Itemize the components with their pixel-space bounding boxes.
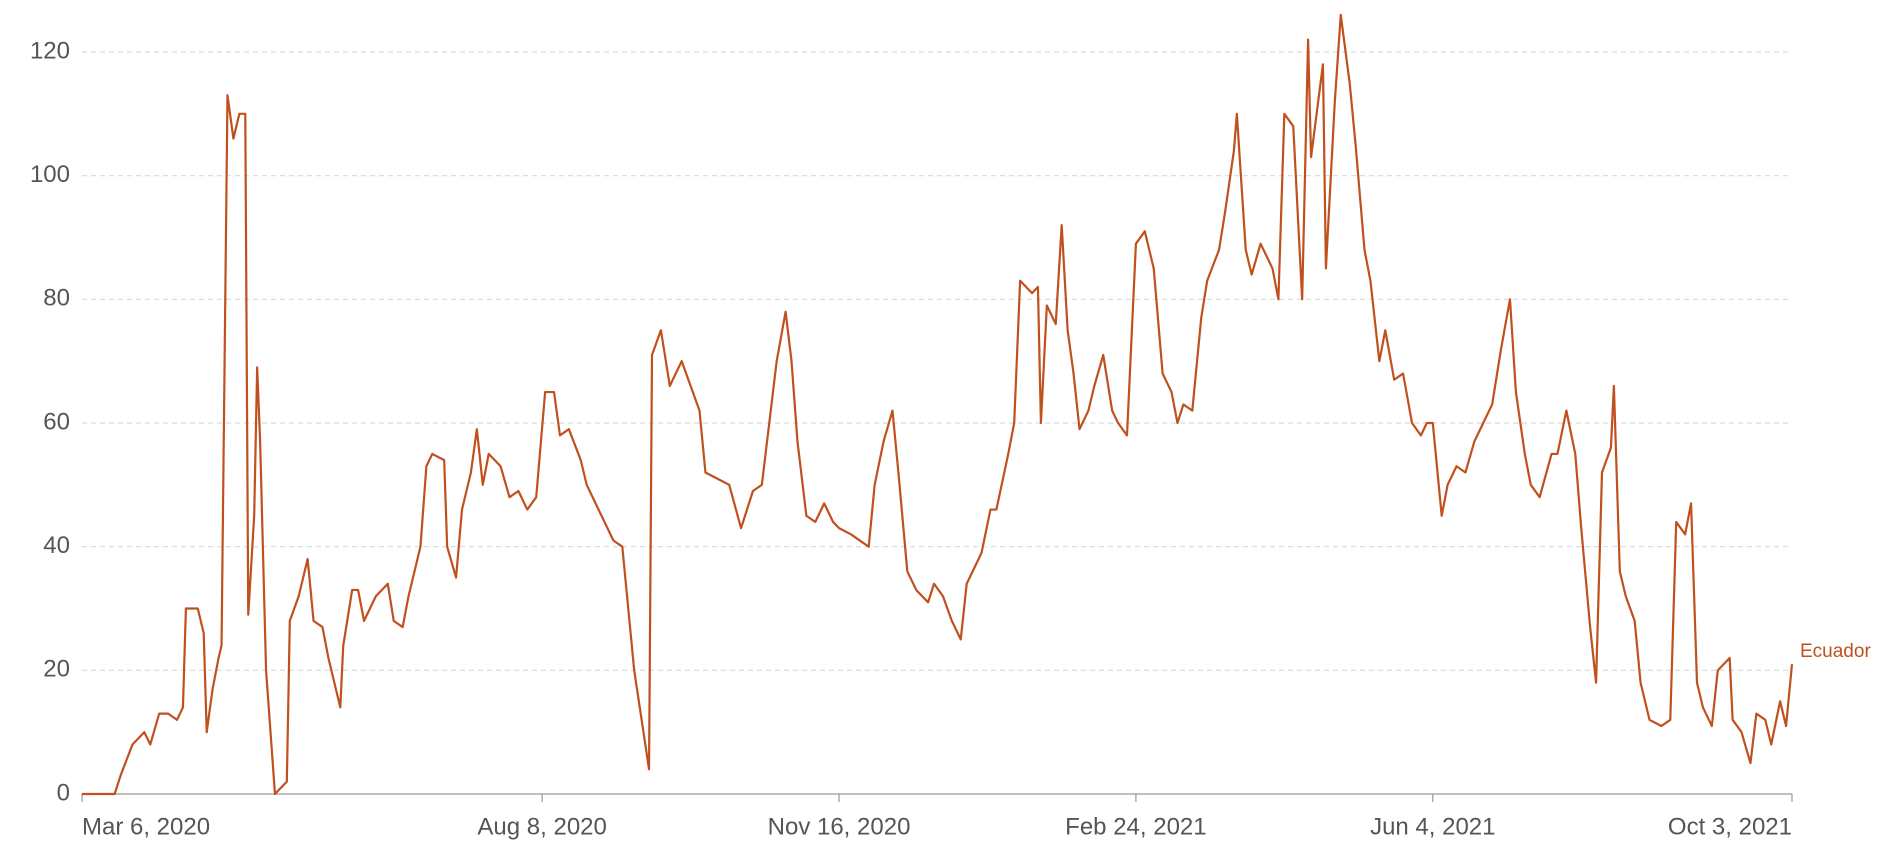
x-tick-label: Oct 3, 2021 (1668, 813, 1792, 840)
x-tick-label: Feb 24, 2021 (1065, 813, 1206, 840)
y-tick-label: 20 (43, 656, 70, 683)
y-tick-label: 120 (30, 37, 70, 64)
series-label: Ecuador (1800, 641, 1871, 662)
y-tick-label: 100 (30, 161, 70, 188)
x-tick-label: Nov 16, 2020 (768, 813, 911, 840)
x-tick-label: Mar 6, 2020 (82, 813, 210, 840)
x-tick-label: Jun 4, 2021 (1370, 813, 1495, 840)
line (82, 13, 1794, 796)
y-tick-label: 60 (43, 408, 70, 435)
y-tick-label: 0 (57, 779, 70, 806)
y-tick-label: 80 (43, 285, 70, 312)
y-tick-label: 40 (43, 532, 70, 559)
x-tick-label: Aug 8, 2020 (477, 813, 606, 840)
